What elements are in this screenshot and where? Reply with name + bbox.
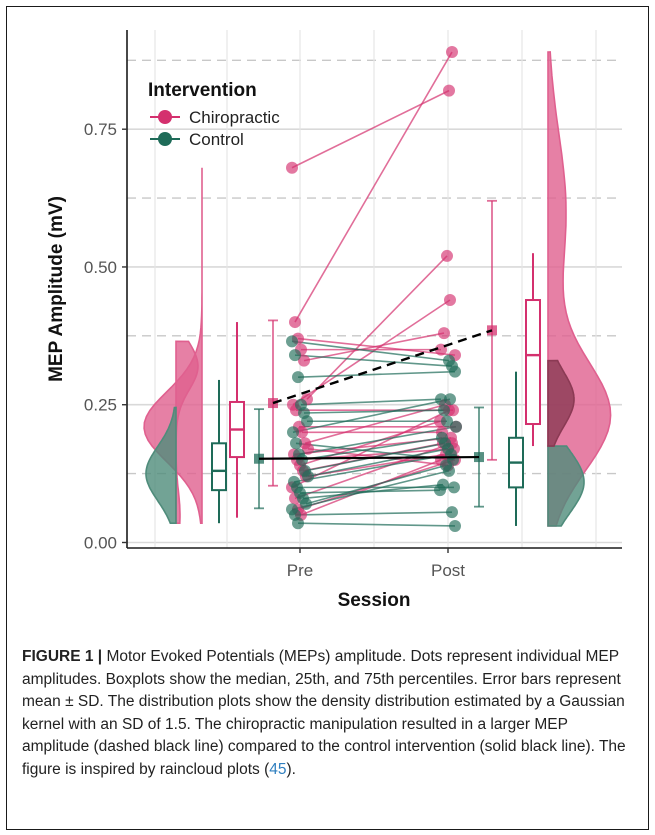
- point-control-post: [443, 464, 455, 477]
- pair-line-control: [292, 398, 451, 434]
- pair-line-control: [297, 522, 456, 527]
- mean-line-chiropractic: [272, 329, 493, 405]
- legend-title: Intervention: [148, 80, 257, 101]
- caption-end: ).: [286, 760, 296, 778]
- point-control-pre: [287, 426, 299, 439]
- figure-label: FIGURE 1 |: [22, 648, 103, 665]
- axes: 0.00 0.25 0.50 0.75 Pre Post Session MEP Amplit…: [46, 30, 622, 611]
- caption-text: Motor Evoked Potentials (MEPs) amplitude…: [22, 648, 626, 778]
- x-axis-title: Session: [338, 590, 411, 611]
- half-violins: [143, 51, 612, 527]
- pair-line-control: [305, 464, 447, 505]
- data-points: [286, 46, 462, 532]
- pair-line-chiropractic: [294, 51, 453, 323]
- point-chiropractic-pre: [302, 442, 314, 455]
- pair-line-control: [291, 470, 450, 511]
- figure-caption: FIGURE 1 | Motor Evoked Potentials (MEPs…: [22, 646, 634, 781]
- y-tick-label: 0.75: [84, 120, 117, 139]
- legend-marker-chiropractic: [158, 110, 172, 124]
- y-axis-title: MEP Amplitude (mV): [46, 196, 67, 382]
- legend-label-control: Control: [189, 130, 244, 149]
- point-control-pre: [289, 349, 301, 362]
- pair-line-control: [298, 425, 457, 456]
- point-control-pre: [292, 517, 304, 530]
- pair-line-control: [303, 409, 445, 414]
- point-control-pre: [300, 497, 312, 510]
- point-chiropractic-post: [443, 84, 455, 97]
- point-control-post: [449, 365, 461, 378]
- pair-line-control: [294, 354, 453, 367]
- point-control-post: [446, 506, 458, 519]
- boxplots: [211, 253, 541, 526]
- point-control-post: [441, 415, 453, 428]
- legend: Intervention Chiropractic Control: [148, 80, 280, 149]
- pair-line-control: [297, 370, 456, 378]
- figure-frame: [6, 6, 649, 830]
- point-control-pre: [296, 453, 308, 466]
- point-chiropractic-pre: [298, 354, 310, 367]
- violin-overlap-post: [547, 359, 575, 447]
- pair-line-control: [307, 448, 449, 478]
- point-control-post: [448, 481, 460, 494]
- point-control-pre: [290, 437, 302, 450]
- chart: 0.00 0.25 0.50 0.75 Pre Post Session MEP Amplit…: [46, 30, 622, 611]
- y-tick-label: 0.00: [84, 533, 117, 552]
- point-control-pre: [292, 371, 304, 384]
- mean-lines: [258, 329, 493, 460]
- mean-line-control: [258, 455, 480, 460]
- boxplot-control-pre-box: [211, 442, 227, 492]
- pair-line-control: [302, 483, 444, 500]
- pair-line-control: [300, 398, 442, 406]
- point-control-pre: [301, 415, 313, 428]
- violin-control-post: [547, 445, 585, 527]
- point-chiropractic-post: [444, 294, 456, 307]
- boxplot-chiropractic-post-box: [525, 299, 541, 426]
- point-chiropractic-post: [438, 327, 450, 340]
- y-tick-label: 0.50: [84, 258, 117, 277]
- point-control-pre: [302, 470, 314, 483]
- point-chiropractic-post: [446, 46, 458, 59]
- pair-line-control: [291, 340, 450, 362]
- y-tick-label: 0.25: [84, 396, 117, 415]
- violin-control-pre: [145, 406, 177, 525]
- x-tick-label: Post: [431, 561, 465, 580]
- pair-line-control: [293, 453, 452, 483]
- point-control-post: [449, 519, 461, 532]
- point-control-post: [444, 393, 456, 406]
- point-control-post: [437, 478, 449, 491]
- pair-line-control: [294, 511, 453, 516]
- point-control-pre: [286, 335, 298, 348]
- point-chiropractic-pre: [286, 161, 298, 174]
- point-chiropractic-post: [441, 249, 453, 262]
- point-control-post: [435, 393, 447, 406]
- point-control-post: [438, 404, 450, 417]
- legend-marker-control: [158, 132, 172, 146]
- pair-line-chiropractic: [306, 255, 448, 400]
- x-tick-label: Pre: [287, 561, 313, 580]
- pair-line-chiropractic: [303, 332, 445, 362]
- point-chiropractic-pre: [289, 316, 301, 329]
- point-chiropractic-pre: [296, 426, 308, 439]
- point-control-post: [450, 420, 462, 433]
- point-control-post: [445, 448, 457, 461]
- legend-label-chiropractic: Chiropractic: [189, 108, 280, 127]
- pair-line-control: [301, 436, 443, 461]
- caption-reference-link[interactable]: 45: [269, 760, 287, 778]
